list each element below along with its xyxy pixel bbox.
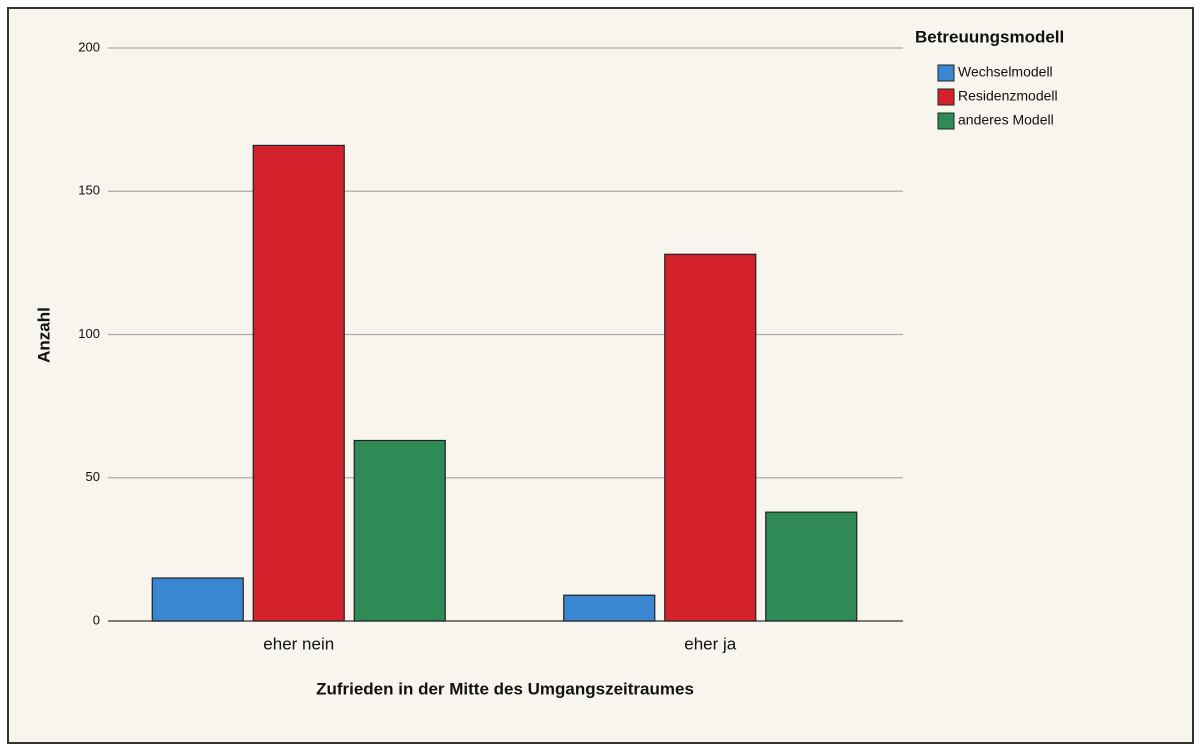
legend-swatch [937,88,955,106]
y-tick-label: 100 [78,326,100,341]
legend-swatch [937,64,955,82]
legend-label: Wechselmodell [958,64,1053,80]
y-tick-label: 150 [78,183,100,198]
x-tick-label: eher ja [684,634,737,653]
bar [563,594,656,622]
y-tick-label: 200 [78,39,100,54]
x-axis-title: Zufrieden in der Mitte des Umgangszeitra… [316,679,694,698]
legend-label: Residenzmodell [958,88,1058,104]
y-axis-title: Anzahl [34,307,53,363]
bar [252,144,345,622]
legend-label: anderes Modell [958,112,1054,128]
y-tick-label: 50 [86,469,100,484]
y-tick-label: 0 [93,612,100,627]
bar [353,439,446,622]
x-tick-label: eher nein [263,634,334,653]
bar [664,253,757,622]
legend-title: Betreuungsmodell [915,27,1064,46]
legend-swatch [937,112,955,130]
bar [765,511,858,622]
bar [151,577,244,622]
